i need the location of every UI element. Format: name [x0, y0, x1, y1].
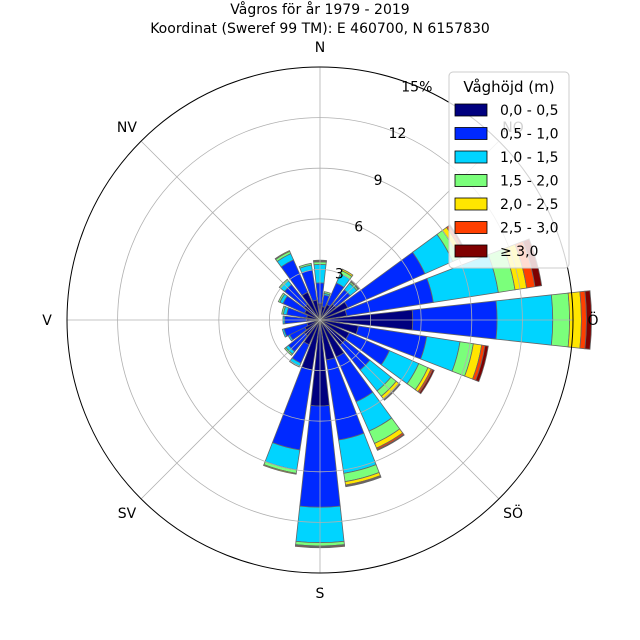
legend-title: Våghöjd (m) [463, 78, 554, 96]
bar-sectors [263, 224, 592, 549]
radial-tick-label: 15% [401, 79, 432, 95]
legend-swatch [454, 103, 488, 117]
bar-segment [584, 290, 592, 350]
legend-label: 1,5 - 2,0 [500, 174, 558, 190]
bar-segment [271, 366, 313, 451]
bar-segment [341, 268, 354, 278]
bar-segment [298, 262, 312, 269]
outer-circle [66, 66, 574, 574]
bar-segment [323, 291, 331, 296]
direction-label: SÖ [503, 504, 523, 522]
legend-label: 2,5 - 3,0 [500, 221, 558, 237]
legend-swatch [454, 127, 488, 140]
bar-segment [281, 305, 286, 315]
legend-label: 0,0 - 0,5 [500, 103, 558, 119]
bar-segment [345, 475, 382, 488]
chart-title: Vågros för år 1979 - 2019 [230, 1, 409, 18]
legend-box [448, 71, 570, 269]
legend-label: ≥ 3,0 [500, 244, 538, 260]
grid-spoke [140, 140, 321, 321]
bar-segment [376, 433, 405, 451]
legend-swatch [454, 244, 488, 258]
direction-label: NV [117, 120, 137, 136]
radial-tick-label: 12 [389, 126, 407, 142]
legend-label: 0,5 - 1,0 [500, 127, 558, 143]
legend-swatch [454, 174, 488, 187]
legend-label: 1,0 - 1,5 [500, 150, 558, 166]
bar-segment [294, 545, 346, 549]
bar-segment [418, 369, 435, 395]
bar-segment [277, 292, 286, 303]
direction-label: S [316, 586, 325, 602]
direction-label: V [42, 313, 52, 329]
radial-tick-label: 3 [335, 266, 344, 282]
legend-label: 2,0 - 2,5 [500, 197, 558, 213]
chart-subtitle: Koordinat (Sweref 99 TM): E 460700, N 61… [150, 21, 490, 37]
radial-tick-label: 6 [354, 220, 363, 236]
direction-label: Ö [587, 311, 598, 329]
legend: Våghöjd (m) 0,0 - 0,5 0,5 - 1,0 1,0 - 1,5 1,… [448, 71, 570, 269]
bar-segment [383, 383, 401, 401]
grid-spoke [319, 319, 500, 500]
direction-label: SV [118, 506, 137, 522]
legend-swatch [454, 150, 488, 164]
legend-swatch [454, 197, 488, 211]
legend-swatch [454, 221, 488, 234]
bar-segment [263, 464, 297, 475]
bar-segment [475, 345, 489, 383]
bar-segment [274, 250, 291, 260]
direction-label: N [315, 40, 325, 56]
bar-segment [281, 328, 288, 338]
polar-grid [67, 67, 573, 573]
grid-spoke [140, 319, 321, 500]
radial-tick-label: 9 [374, 173, 383, 189]
